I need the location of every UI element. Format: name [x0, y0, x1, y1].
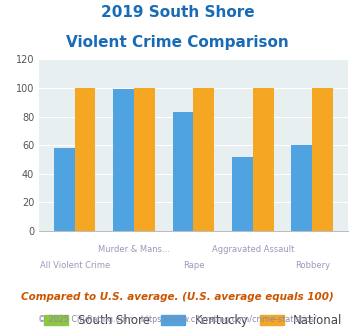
Legend: South Shore, Kentucky, National: South Shore, Kentucky, National: [44, 314, 343, 327]
Bar: [113, 89, 134, 231]
Text: 2019 South Shore: 2019 South Shore: [101, 5, 254, 20]
Text: All Violent Crime: All Violent Crime: [39, 261, 110, 270]
Bar: [253, 88, 274, 231]
Bar: [173, 112, 193, 231]
Text: Rape: Rape: [183, 261, 204, 270]
Text: Aggravated Assault: Aggravated Assault: [212, 245, 294, 254]
Text: © 2025 CityRating.com - https://www.cityrating.com/crime-statistics/: © 2025 CityRating.com - https://www.city…: [38, 315, 317, 324]
Bar: [291, 145, 312, 231]
Text: Robbery: Robbery: [295, 261, 330, 270]
Bar: [134, 88, 155, 231]
Bar: [193, 88, 214, 231]
Bar: [312, 88, 333, 231]
Bar: [75, 88, 95, 231]
Text: Compared to U.S. average. (U.S. average equals 100): Compared to U.S. average. (U.S. average …: [21, 292, 334, 302]
Bar: [54, 148, 75, 231]
Text: Murder & Mans...: Murder & Mans...: [98, 245, 170, 254]
Text: Violent Crime Comparison: Violent Crime Comparison: [66, 35, 289, 50]
Bar: [232, 157, 253, 231]
